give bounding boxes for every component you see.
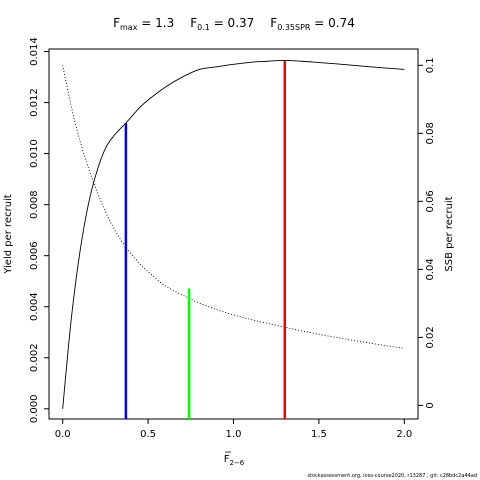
- x-axis: 0.0 0.5 1.0 1.5 2.0: [55, 419, 412, 440]
- x-axis-label: F2−6: [224, 454, 245, 467]
- y-right-tick-label: 0.1: [425, 57, 436, 73]
- footer-text: stockassessment.org, ices-course2020, r1…: [307, 473, 477, 479]
- y-axis-left: 0.000 0.002 0.004 0.006 0.008 0.010 0.012 0.014: [29, 37, 49, 423]
- y-right-tick-label: 0.02: [425, 326, 436, 348]
- x-tick-label: 0.0: [55, 429, 71, 440]
- title-fspr-subscript: 0.35SPR: [277, 23, 311, 32]
- title-fmax-subscript: max: [120, 23, 138, 32]
- y-left-tick-label: 0.012: [29, 88, 40, 117]
- x-tick-label: 0.5: [140, 429, 156, 440]
- y-right-tick-label: 0: [425, 402, 436, 408]
- y-right-tick-label: 0.04: [425, 258, 436, 280]
- title-fspr-value: = 0.74: [310, 16, 354, 30]
- reference-lines: [124, 60, 286, 419]
- y-right-tick-label: 0.08: [425, 122, 436, 144]
- x-tick-label: 2.0: [396, 429, 412, 440]
- series-layer: [62, 60, 405, 409]
- x-axis-label-main: F: [224, 454, 230, 465]
- y-left-tick-label: 0.000: [29, 394, 40, 423]
- yield-per-recruit-line: [62, 60, 405, 409]
- y-axis-left-label: Yield per recruit: [3, 194, 14, 275]
- x-tick-label: 1.0: [226, 429, 242, 440]
- title-f01-symbol: F: [190, 16, 197, 30]
- title-fmax-value: = 1.3: [137, 16, 174, 30]
- y-left-tick-label: 0.010: [29, 139, 40, 168]
- x-axis-label-subscript: 2−6: [229, 459, 244, 467]
- y-left-tick-label: 0.002: [29, 343, 40, 372]
- ssb-per-recruit-line: [62, 65, 405, 349]
- title-f01-value: = 0.37: [210, 16, 254, 30]
- y-left-tick-label: 0.014: [29, 37, 40, 66]
- title-f01-subscript: 0.1: [197, 23, 210, 32]
- chart-title: Fmax = 1.3 F0.1 = 0.37 F0.35SPR = 0.74: [113, 16, 355, 32]
- x-tick-label: 1.5: [311, 429, 327, 440]
- title-fmax-symbol: F: [113, 16, 120, 30]
- title-fspr-symbol: F: [270, 16, 277, 30]
- y-left-tick-label: 0.004: [29, 292, 40, 321]
- y-left-tick-label: 0.008: [29, 190, 40, 219]
- y-axis-right-label: SSB per recruit: [444, 196, 455, 271]
- y-axis-right: 0 0.02 0.04 0.06 0.08 0.1: [418, 57, 436, 409]
- y-right-tick-label: 0.06: [425, 190, 436, 212]
- plot-frame: [48, 48, 419, 420]
- y-left-tick-label: 0.006: [29, 241, 40, 270]
